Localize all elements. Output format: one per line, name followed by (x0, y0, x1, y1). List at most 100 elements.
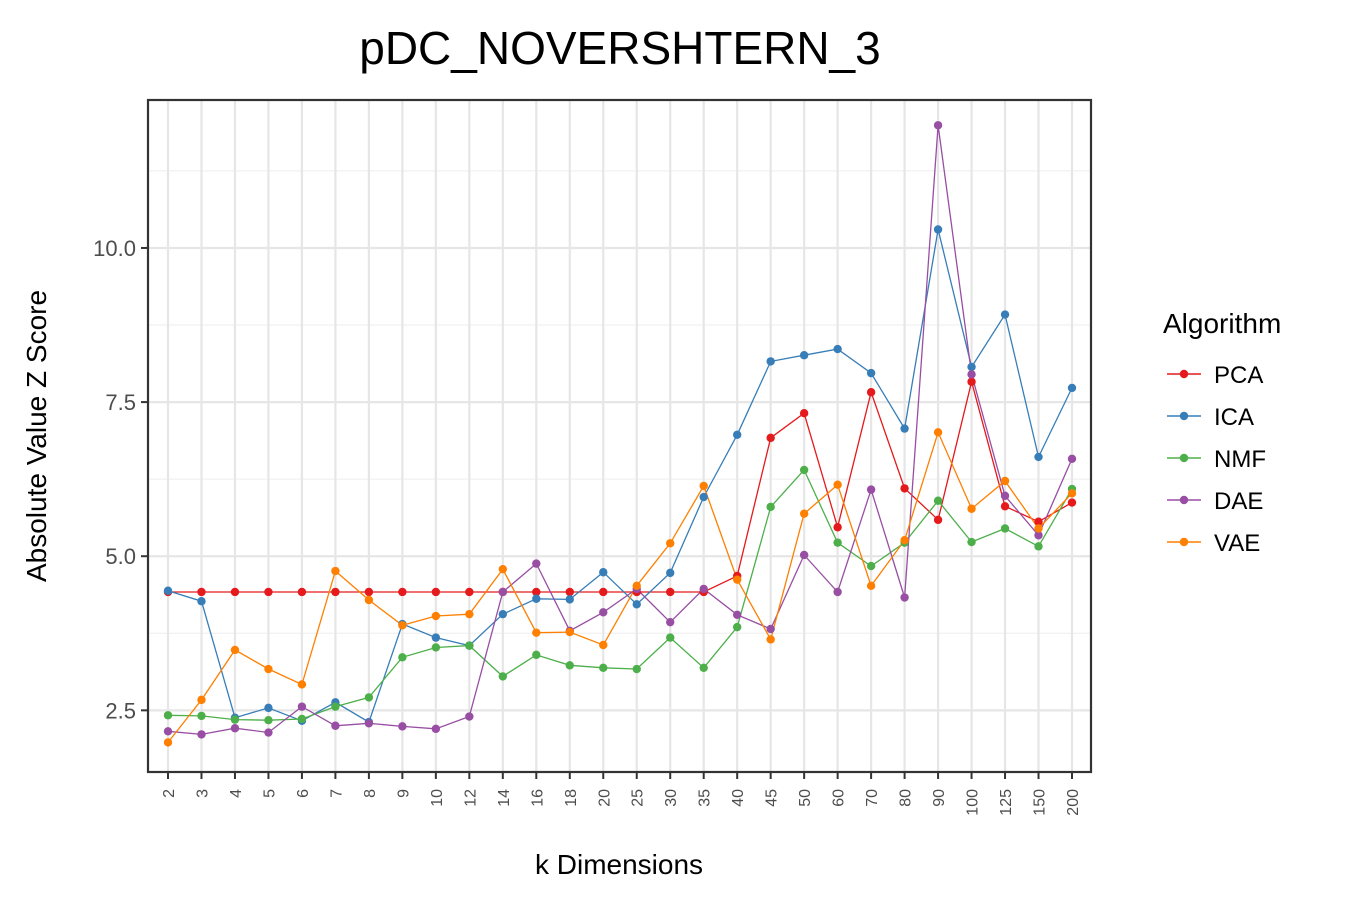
legend-key-point-ica (1179, 411, 1189, 421)
data-point-vae (297, 680, 307, 689)
data-point-nmf (632, 664, 641, 674)
data-point-dae (699, 584, 708, 594)
x-tick-label: 40 (730, 789, 747, 807)
data-point-vae (498, 564, 508, 574)
data-point-pca (766, 433, 775, 443)
data-point-vae (833, 480, 842, 489)
data-point-pca (833, 523, 842, 532)
data-point-vae (967, 504, 976, 513)
data-point-dae (532, 559, 541, 568)
x-tick-label: 9 (395, 789, 412, 798)
x-tick-label: 200 (1065, 789, 1082, 816)
x-tick-label: 125 (998, 789, 1015, 816)
data-point-pca (933, 515, 943, 525)
data-point-vae (599, 640, 608, 650)
data-point-dae (833, 587, 842, 597)
data-point-nmf (1000, 524, 1010, 533)
legend-key-point-vae (1179, 537, 1189, 547)
data-point-nmf (866, 561, 876, 571)
data-point-ica (766, 357, 775, 366)
data-point-dae (498, 587, 508, 597)
data-point-vae (364, 595, 374, 605)
legend-key-point-nmf (1179, 453, 1189, 463)
data-point-vae (933, 428, 943, 437)
data-point-pca (264, 587, 273, 597)
data-point-nmf (699, 663, 708, 673)
data-point-nmf (197, 711, 206, 721)
data-point-pca (666, 587, 675, 597)
data-point-nmf (465, 641, 474, 650)
data-point-pca (230, 587, 240, 597)
data-point-dae (799, 550, 809, 560)
data-point-nmf (532, 650, 541, 660)
data-point-ica (632, 600, 641, 609)
data-point-vae (163, 738, 173, 747)
data-point-dae (933, 121, 943, 130)
x-tick-label: 4 (228, 789, 245, 798)
x-tick-label: 14 (496, 789, 513, 807)
data-point-nmf (933, 496, 943, 505)
x-tick-label: 12 (462, 789, 479, 807)
data-point-nmf (364, 693, 374, 702)
data-point-vae (230, 645, 240, 655)
data-point-ica (264, 703, 273, 713)
data-point-dae (1034, 531, 1043, 540)
x-tick-label: 3 (194, 789, 211, 798)
data-point-pca (599, 587, 608, 597)
data-point-dae (230, 724, 240, 733)
data-point-vae (1067, 489, 1077, 498)
x-tick-label: 50 (797, 789, 814, 807)
legend-label-ica: ICA (1214, 404, 1254, 431)
data-point-vae (666, 539, 675, 548)
y-tick-label: 2.5 (105, 698, 136, 723)
data-point-pca (297, 587, 307, 597)
data-point-dae (900, 593, 909, 602)
data-point-pca (197, 587, 206, 597)
data-point-vae (398, 621, 407, 630)
data-point-ica (197, 597, 206, 606)
x-tick-label: 20 (596, 789, 613, 807)
data-point-ica (732, 430, 742, 439)
data-point-pca (900, 484, 909, 493)
data-point-dae (1067, 454, 1077, 464)
x-tick-label: 70 (864, 789, 881, 807)
data-point-dae (331, 721, 340, 730)
data-point-pca (364, 587, 374, 597)
data-point-dae (465, 712, 474, 721)
x-tick-label: 100 (965, 789, 982, 816)
data-point-pca (465, 587, 474, 597)
legend-key-point-dae (1179, 495, 1189, 505)
data-point-dae (197, 730, 206, 739)
x-tick-label: 80 (898, 789, 915, 807)
data-point-ica (599, 568, 608, 577)
data-point-nmf (799, 465, 809, 475)
data-point-ica (933, 225, 943, 234)
data-point-vae (732, 575, 742, 584)
data-point-vae (197, 695, 206, 705)
data-point-ica (431, 633, 441, 642)
series-line-ica (167, 229, 1073, 724)
legend-label-pca: PCA (1214, 362, 1263, 389)
legend-label-nmf: NMF (1214, 446, 1266, 473)
data-point-vae (699, 481, 708, 491)
x-tick-label: 7 (328, 789, 345, 798)
x-tick-label: 18 (563, 789, 580, 807)
data-point-vae (900, 535, 909, 545)
data-point-dae (163, 727, 173, 736)
data-point-ica (833, 344, 842, 354)
x-tick-label: 35 (697, 789, 714, 807)
x-tick-label: 60 (831, 789, 848, 807)
data-point-nmf (264, 716, 273, 725)
y-tick-label: 7.5 (105, 390, 136, 415)
data-point-nmf (565, 661, 574, 670)
data-point-nmf (331, 702, 340, 711)
data-point-pca (799, 408, 809, 418)
data-point-nmf (766, 502, 775, 512)
x-tick-label: 25 (630, 789, 647, 807)
legend: PCA ICA NMF DAE VAE (1167, 362, 1266, 557)
data-point-vae (632, 581, 641, 591)
data-point-dae (297, 702, 307, 711)
data-point-vae (1034, 524, 1043, 533)
legend-key-point-pca (1179, 369, 1189, 379)
